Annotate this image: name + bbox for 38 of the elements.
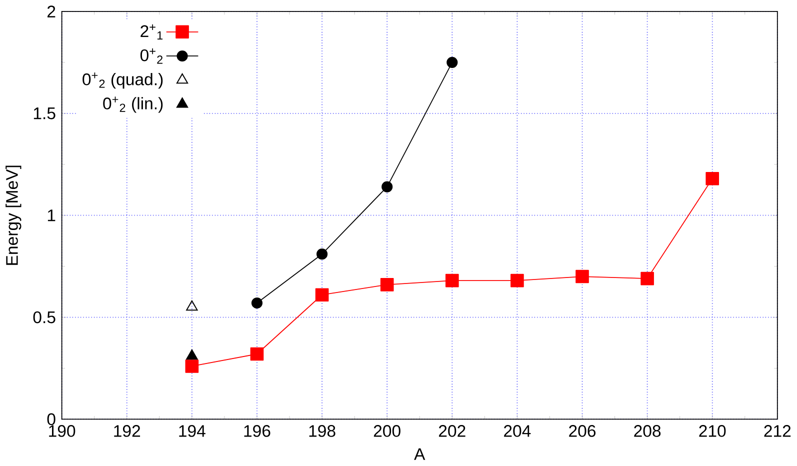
x-tick-label: 206 — [569, 425, 596, 438]
x-axis-title: A — [414, 448, 426, 460]
x-tick-label: 208 — [634, 425, 661, 438]
point — [510, 274, 524, 288]
y-tick-label: 0.5 — [33, 312, 56, 324]
point — [382, 182, 393, 193]
point — [576, 270, 589, 284]
legend-label: 2$^{+}$1 — [140, 24, 163, 40]
point — [446, 57, 458, 68]
point — [640, 272, 654, 286]
x-tick-label: 204 — [504, 425, 531, 438]
point — [186, 350, 198, 360]
x-tick-label: 196 — [244, 425, 270, 438]
legend-label: 0$^{+}$$_{2}$ (lin.) — [103, 96, 163, 113]
y-tick-label: 1.5 — [34, 108, 56, 120]
point — [706, 172, 720, 186]
y-tick-label: 0 — [47, 414, 56, 426]
point — [315, 288, 329, 302]
point — [316, 248, 328, 260]
y-axis-title: Energy [MeV] — [6, 166, 22, 266]
x-tick-label: 198 — [309, 425, 336, 438]
x-tick-label: 190 — [49, 425, 76, 438]
legend-label: 0$^{+}$2 — [140, 48, 162, 64]
y-tick-label: 2 — [48, 6, 56, 18]
x-tick-label: 210 — [699, 425, 726, 438]
point — [186, 300, 198, 311]
x-tick-label: 200 — [374, 425, 400, 438]
x-tick-label: 192 — [114, 425, 140, 438]
x-tick-label: 202 — [438, 425, 466, 438]
point — [251, 298, 263, 309]
x-tick-label: 194 — [179, 425, 206, 438]
point — [380, 278, 394, 292]
y-tick-label: 1 — [48, 210, 56, 222]
legend-label: 0$^{+}$$_{2}$ (quad.) — [82, 72, 163, 89]
point — [185, 360, 199, 374]
point — [445, 274, 459, 288]
x-tick-label: 212 — [764, 425, 791, 438]
point — [250, 348, 264, 361]
